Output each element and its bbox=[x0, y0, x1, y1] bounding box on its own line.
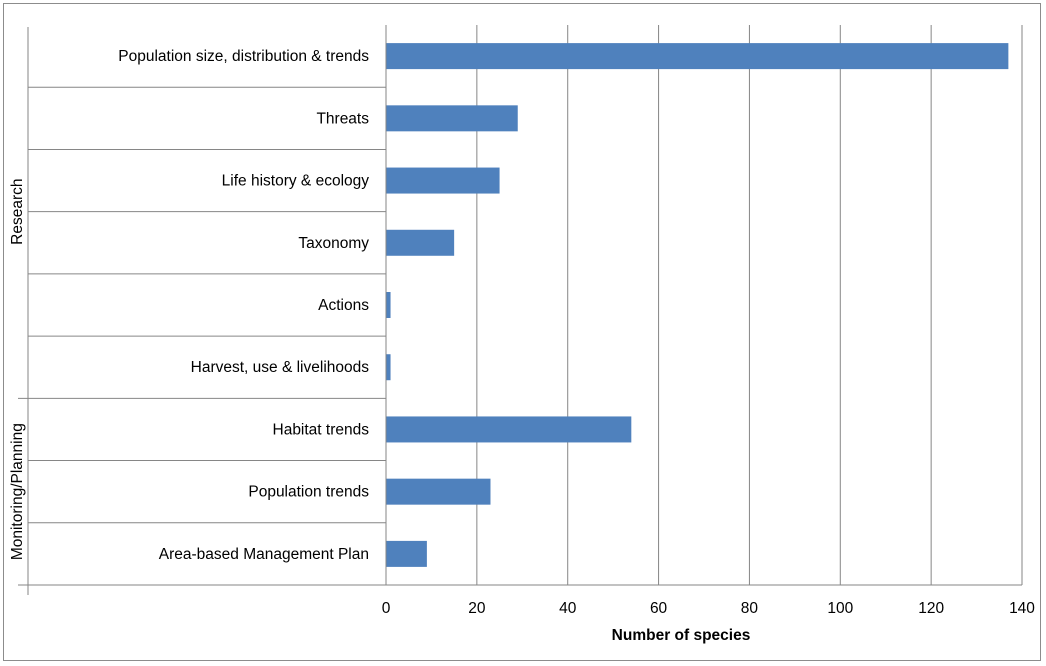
bar-3 bbox=[386, 167, 500, 194]
bar-1 bbox=[386, 43, 1009, 70]
x-tick-label-140: 140 bbox=[1009, 600, 1035, 617]
category-label-1: Population size, distribution & trends bbox=[118, 48, 369, 65]
x-axis-title: Number of species bbox=[612, 627, 751, 644]
x-tick-label-120: 120 bbox=[918, 600, 944, 617]
category-label-6: Harvest, use & livelihoods bbox=[191, 359, 370, 376]
group-label-2: Monitoring/Planning bbox=[9, 423, 26, 560]
x-tick-label-20: 20 bbox=[468, 600, 486, 617]
x-tick-label-40: 40 bbox=[559, 600, 577, 617]
category-label-4: Taxonomy bbox=[298, 235, 369, 252]
x-tick-label-80: 80 bbox=[741, 600, 759, 617]
x-tick-label-0: 0 bbox=[382, 600, 391, 617]
chart-frame bbox=[3, 3, 1041, 661]
bar-4 bbox=[386, 229, 455, 256]
category-label-3: Life history & ecology bbox=[222, 173, 370, 190]
x-tick-label-60: 60 bbox=[650, 600, 668, 617]
category-label-2: Threats bbox=[316, 110, 369, 127]
bar-5 bbox=[386, 292, 391, 318]
group-label-1: Research bbox=[9, 178, 26, 244]
category-label-9: Area-based Management Plan bbox=[159, 546, 369, 563]
bar-8 bbox=[386, 478, 491, 505]
x-tick-label-100: 100 bbox=[827, 600, 853, 617]
category-label-8: Population trends bbox=[248, 484, 369, 501]
bar-2 bbox=[386, 105, 518, 132]
bar-7 bbox=[386, 416, 632, 443]
category-label-7: Habitat trends bbox=[273, 421, 370, 438]
bar-6 bbox=[386, 354, 391, 381]
bar-9 bbox=[386, 540, 427, 567]
category-label-5: Actions bbox=[318, 297, 369, 314]
